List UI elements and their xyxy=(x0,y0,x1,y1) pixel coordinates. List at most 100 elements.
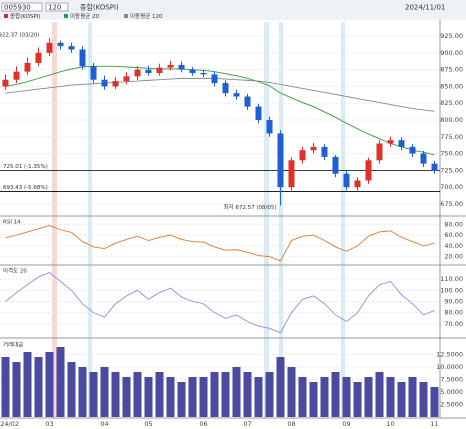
low-note: 최저 672.57 (08/05) xyxy=(223,203,276,211)
y-tick-label: 775.00 xyxy=(440,133,463,141)
volume-bar xyxy=(56,347,65,417)
candle-body xyxy=(13,71,20,80)
x-tick-label: 05 xyxy=(144,420,152,428)
volume-bar xyxy=(243,372,252,417)
candle-body xyxy=(376,143,383,161)
legend-label: 종합(KOSPI) xyxy=(10,12,40,20)
candle-body xyxy=(200,73,207,75)
x-tick-label: 08 xyxy=(287,420,295,428)
x-tick-label: 10 xyxy=(386,420,394,428)
volume-bar xyxy=(12,362,21,417)
volume-bar xyxy=(188,377,197,417)
candle-body xyxy=(266,120,273,134)
volume-bar xyxy=(298,377,307,417)
volume-bar xyxy=(199,377,208,417)
y-tick-label: 80.00 xyxy=(444,309,463,317)
y-tick-label: 850.00 xyxy=(440,82,463,90)
candle-body xyxy=(101,79,108,87)
candle-body xyxy=(387,140,394,144)
highlight xyxy=(341,22,345,418)
volume-bar xyxy=(78,367,87,417)
candle-body xyxy=(420,153,427,164)
volume-bar xyxy=(353,382,362,417)
legend-swatch xyxy=(4,14,8,18)
volume-bar xyxy=(309,382,318,417)
volume-bar xyxy=(342,377,351,417)
y-tick-label: 60.00 xyxy=(444,231,463,239)
series-line xyxy=(5,65,435,156)
x-tick-label: 06 xyxy=(199,420,207,428)
legend-label: 이동평균 20 xyxy=(70,12,99,20)
volume-bar xyxy=(1,357,10,417)
candle-body xyxy=(310,146,317,151)
candle-body xyxy=(134,69,141,77)
volume-bar xyxy=(408,377,417,417)
x-tick-label: 04 xyxy=(100,420,108,428)
volume-bar xyxy=(331,372,340,417)
volume-bar xyxy=(133,372,142,417)
x-tick-label: 07 xyxy=(243,420,251,428)
volume-bar xyxy=(210,372,219,417)
candle-body xyxy=(24,62,31,72)
candle-body xyxy=(321,146,328,157)
volume-bar xyxy=(320,377,329,417)
y-tick-label: 10.0000 xyxy=(436,363,463,371)
x-tick-label: 2024/02 xyxy=(0,420,19,428)
candle-body xyxy=(365,160,372,181)
y-tick-label: 800.00 xyxy=(440,116,463,124)
x-tick-label: 11 xyxy=(430,420,438,428)
candle-body xyxy=(255,106,262,120)
candle-body xyxy=(343,173,350,188)
candle-body xyxy=(178,64,185,70)
candle-body xyxy=(332,156,339,174)
candle-body xyxy=(288,160,295,188)
volume-bar xyxy=(67,362,76,417)
legend-swatch xyxy=(64,14,68,18)
candle-body xyxy=(156,67,163,73)
toolbar xyxy=(0,0,466,20)
volume-bar xyxy=(111,372,120,417)
y-tick-label: 100.00 xyxy=(440,286,463,294)
volume-bar xyxy=(265,372,274,417)
candle-body xyxy=(431,163,438,171)
candle-body xyxy=(277,133,284,188)
volume-bar xyxy=(287,367,296,417)
y-tick-label: 700.00 xyxy=(440,183,463,191)
code-box[interactable] xyxy=(1,2,43,12)
volume-bar xyxy=(364,377,373,417)
x-tick-label: 09 xyxy=(342,420,350,428)
volume-bar xyxy=(397,382,406,417)
series-line xyxy=(5,271,435,334)
h-line-label: 693.43 (-5.68%) xyxy=(3,185,48,191)
y-tick-label: 725.00 xyxy=(440,166,463,174)
legend-label: 이동평균 120 xyxy=(130,12,163,20)
y-tick-label: 900.00 xyxy=(440,49,463,57)
candle-body xyxy=(167,64,174,68)
highlight xyxy=(88,22,92,418)
date: 2024/11/01 xyxy=(405,4,445,12)
volume-bar xyxy=(100,367,109,417)
candle-body xyxy=(112,81,119,87)
volume-bar xyxy=(155,372,164,417)
y-tick-label: 12.5000 xyxy=(436,351,463,359)
candle-body xyxy=(354,180,361,188)
candle-body xyxy=(409,146,416,154)
candle-body xyxy=(299,150,306,161)
candle-body xyxy=(68,46,75,50)
candle-body xyxy=(123,76,130,82)
volume-bar xyxy=(122,377,131,417)
candle-body xyxy=(145,69,152,73)
highlight xyxy=(52,22,57,418)
candle-body xyxy=(79,49,86,67)
volume-bar xyxy=(166,377,175,417)
code: 005930 xyxy=(4,4,31,12)
period-box[interactable] xyxy=(45,2,69,12)
y-tick-label: 90.00 xyxy=(444,298,463,306)
panel-title: 이격도 20 xyxy=(3,267,27,275)
candle-body xyxy=(398,140,405,147)
candle-body xyxy=(90,66,97,80)
volume-bar xyxy=(386,377,395,417)
candle-body xyxy=(233,93,240,97)
candle-body xyxy=(46,42,53,53)
